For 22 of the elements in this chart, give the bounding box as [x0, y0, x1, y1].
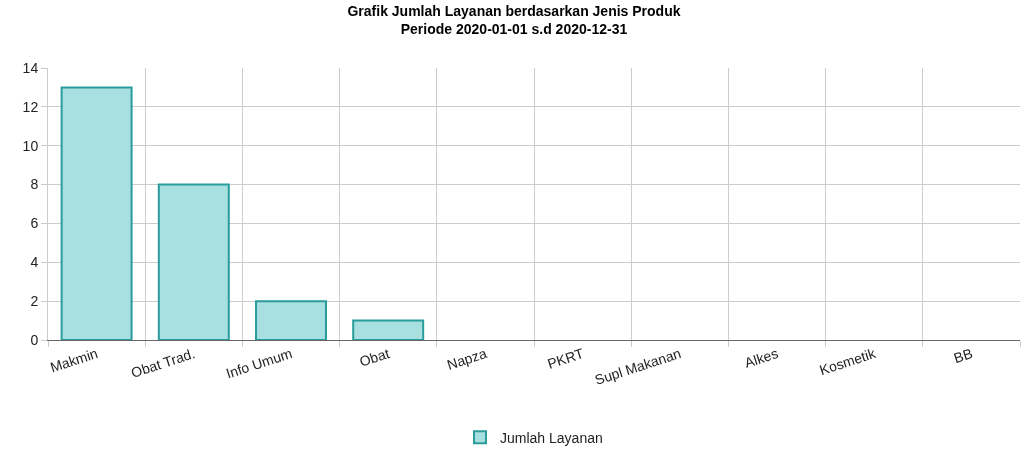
y-tick-label: 12 [22, 98, 39, 115]
y-tick-label: 8 [30, 176, 39, 193]
x-tick-label: Info Umum [224, 345, 295, 382]
legend-label: Jumlah Layanan [500, 429, 603, 446]
bar [352, 319, 425, 340]
y-tick-label: 6 [30, 215, 39, 232]
y-tick-label: 2 [30, 293, 39, 310]
y-tick-label: 10 [22, 137, 39, 154]
x-tick-label: BB [951, 345, 975, 367]
x-tick-label: Alkes [742, 345, 781, 371]
x-tick-label: PKRT [545, 344, 587, 372]
x-tick-label: Obat Trad. [129, 345, 197, 381]
x-tick-label: Obat [357, 345, 392, 370]
chart-title: Grafik Jumlah Layanan berdasarkan Jenis Produk Periode 2020-01-01 s.d 2020-12-31 [347, 3, 681, 38]
bar [157, 183, 230, 340]
x-tick-label: Napza [445, 345, 489, 373]
bar [255, 300, 327, 340]
y-tick-label: 14 [22, 59, 39, 76]
bar [60, 86, 133, 340]
y-tick-label: 4 [30, 254, 39, 271]
x-tick-label: Makmin [48, 345, 100, 376]
y-tick-label: 0 [30, 331, 39, 348]
